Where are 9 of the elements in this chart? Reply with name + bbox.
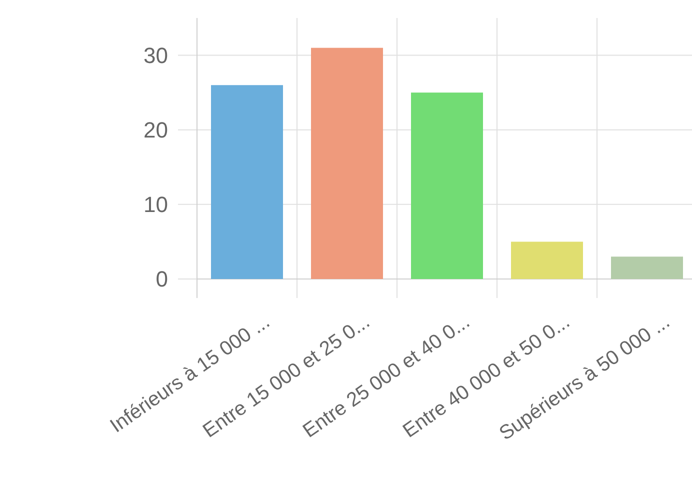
bar bbox=[611, 256, 683, 279]
bar bbox=[211, 85, 283, 279]
y-tick-label: 10 bbox=[144, 192, 168, 218]
bar bbox=[311, 48, 383, 279]
y-tick-label: 20 bbox=[144, 118, 168, 143]
y-tick-label: 30 bbox=[144, 42, 168, 68]
bar bbox=[511, 242, 583, 279]
y-tick-label: 0 bbox=[156, 266, 168, 292]
bar bbox=[411, 92, 483, 279]
